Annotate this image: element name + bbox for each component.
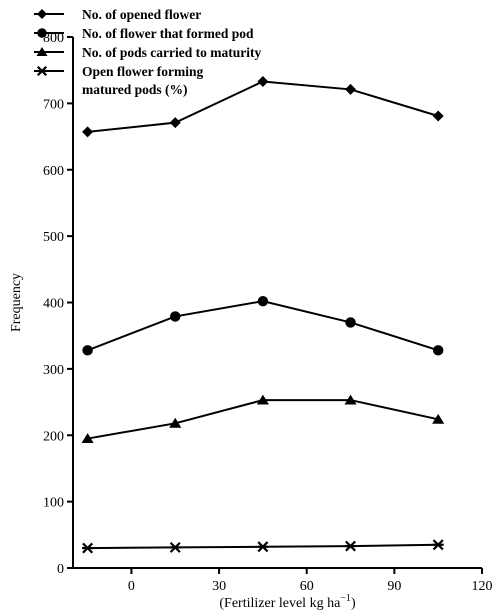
- x-axis-label-superscript: −1: [340, 593, 351, 604]
- series-2: [82, 295, 444, 356]
- data-point-circle: [170, 311, 181, 322]
- data-point-circle: [345, 317, 356, 328]
- legend-item-4: Open flower forming matured pods (%): [34, 64, 203, 97]
- data-point-triangle: [432, 413, 445, 424]
- legend-marker-star: [36, 65, 48, 77]
- axes: 0 100 200 300 400 500 600 700 800 0 30 60 90 120: [43, 31, 493, 594]
- series-line: [87, 399, 439, 440]
- y-tick-label: 800: [43, 31, 64, 46]
- x-tick-label: 60: [300, 579, 314, 594]
- y-tick-label: 500: [43, 230, 64, 245]
- data-point-diamond: [257, 75, 269, 87]
- data-point-triangle: [81, 433, 94, 443]
- data-point-triangle: [344, 394, 357, 405]
- legend-item-1: No. of opened flower: [34, 7, 201, 22]
- x-tick-label: 30: [212, 579, 226, 594]
- x-axis-label-suffix: ): [351, 596, 356, 611]
- x-tick-label: 120: [472, 579, 493, 594]
- legend-label: matured pods (%): [82, 82, 188, 97]
- y-tick-label: 100: [43, 496, 64, 511]
- data-point-diamond: [432, 110, 444, 122]
- legend-label: Open flower forming: [82, 64, 203, 79]
- legend-label: No. of pods carried to maturity: [82, 45, 261, 60]
- legend-marker-circle: [37, 28, 47, 38]
- data-point-star: [257, 541, 269, 553]
- legend-label: No. of flower that formed pod: [82, 26, 254, 41]
- series-layer: [81, 75, 445, 554]
- data-point-diamond: [82, 126, 94, 138]
- series-4: [82, 539, 444, 554]
- y-tick-label: 600: [43, 164, 64, 179]
- data-point-circle: [257, 295, 269, 307]
- data-point-circle: [432, 345, 444, 356]
- data-point-star: [169, 541, 181, 553]
- data-point-star: [345, 540, 357, 552]
- x-tick-label: 90: [387, 579, 401, 594]
- legend-item-2: No. of flower that formed pod: [34, 26, 254, 41]
- data-point-star: [432, 539, 444, 551]
- series-line: [87, 300, 439, 352]
- data-point-triangle: [169, 417, 182, 428]
- x-axis-label: (Fertilizer level kg ha−1): [219, 593, 356, 611]
- data-point-circle: [82, 345, 93, 356]
- legend-marker-diamond: [37, 9, 47, 19]
- series-3: [81, 394, 445, 443]
- data-point-triangle: [256, 394, 269, 405]
- y-axis-label: Frequency: [9, 273, 24, 332]
- y-tick-label: 0: [57, 562, 64, 577]
- legend-item-3: No. of pods carried to maturity: [34, 45, 261, 60]
- y-tick-label: 400: [43, 297, 64, 312]
- data-point-diamond: [169, 117, 181, 129]
- data-point-star: [82, 542, 94, 554]
- data-point-diamond: [345, 83, 357, 95]
- x-axis-label-main: (Fertilizer level kg ha: [219, 596, 341, 611]
- y-tick-label: 200: [43, 429, 64, 444]
- legend-marker-triangle: [36, 47, 48, 56]
- legend: No. of opened flower No. of flower that f…: [34, 7, 261, 97]
- legend-label: No. of opened flower: [82, 7, 201, 22]
- y-tick-label: 300: [43, 363, 64, 378]
- series-1: [82, 75, 444, 138]
- y-tick-label: 700: [43, 97, 64, 112]
- x-tick-label: 0: [128, 579, 135, 594]
